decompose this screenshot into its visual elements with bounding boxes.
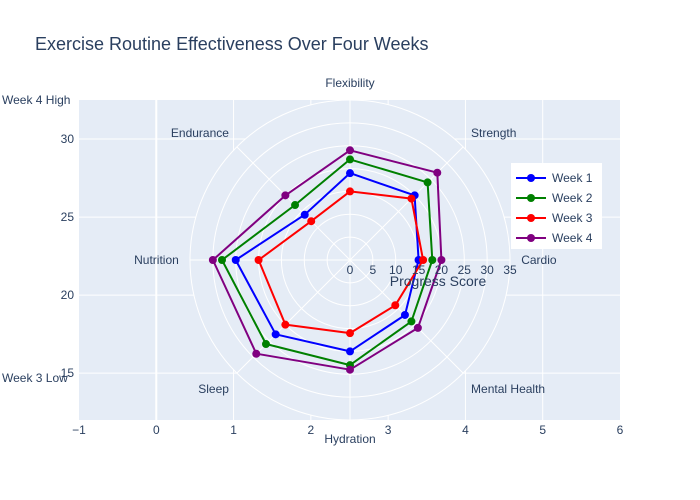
x-tick-label: 4 xyxy=(462,423,469,437)
annotation-label: Week 4 High xyxy=(2,93,70,107)
series-point xyxy=(423,178,432,187)
x-tick-label: 5 xyxy=(539,423,546,437)
legend-label: Week 4 xyxy=(552,231,593,245)
radial-tick-label: 10 xyxy=(389,263,403,277)
series-point xyxy=(300,210,309,219)
legend: Week 1 Week 2 Week 3 Week 4 xyxy=(511,163,602,249)
series-point xyxy=(252,349,261,358)
radial-tick-label: 20 xyxy=(435,263,449,277)
category-label: Flexibility xyxy=(325,76,374,90)
series-point xyxy=(346,146,354,155)
series-point xyxy=(400,310,409,319)
radial-tick-label: 15 xyxy=(412,263,426,277)
legend-label: Week 2 xyxy=(552,191,593,205)
series-layer xyxy=(208,146,446,374)
radial-tick-label: 30 xyxy=(480,263,494,277)
category-label: Sleep xyxy=(198,382,229,396)
series-point xyxy=(254,256,263,264)
annotation-label: Week 3 Low xyxy=(2,371,68,385)
series-point xyxy=(428,256,437,264)
radial-tick-label: 5 xyxy=(370,263,377,277)
series-point xyxy=(261,340,270,349)
series-point xyxy=(208,256,217,264)
radial-axis-title: Progress Score xyxy=(390,273,487,289)
series-point xyxy=(346,155,354,164)
legend-label: Week 3 xyxy=(552,211,593,225)
chart-title: Exercise Routine Effectiveness Over Four… xyxy=(35,34,429,54)
series-point xyxy=(291,201,300,210)
category-label: Hydration xyxy=(324,432,375,446)
series-point xyxy=(346,347,354,356)
x-tick-label: 1 xyxy=(230,423,237,437)
y-tick-label: 15 xyxy=(61,366,75,380)
series-point xyxy=(271,330,280,339)
series-point xyxy=(433,168,442,177)
y-tick-label: 30 xyxy=(61,132,75,146)
category-label: Strength xyxy=(471,126,516,140)
series-point xyxy=(407,317,416,326)
angular-gridline xyxy=(349,146,464,261)
y-tick-label: 20 xyxy=(61,288,75,302)
series-point xyxy=(281,191,290,200)
series-point xyxy=(231,256,240,264)
x-tick-label: 3 xyxy=(385,423,392,437)
x-tick-label: 6 xyxy=(617,423,624,437)
series-point xyxy=(437,256,446,264)
legend-label: Week 1 xyxy=(552,171,593,185)
x-tick-label: −1 xyxy=(72,423,86,437)
radial-tick-label: 35 xyxy=(503,263,517,277)
category-label: Nutrition xyxy=(134,253,179,267)
x-tick-label: 0 xyxy=(153,423,160,437)
category-label: Mental Health xyxy=(471,382,545,396)
legend-swatch-marker xyxy=(527,194,535,202)
legend-swatch-marker xyxy=(527,174,535,182)
series-point xyxy=(419,256,428,264)
series-point xyxy=(346,329,354,338)
legend-swatch-marker xyxy=(527,214,535,222)
legend-swatch-marker xyxy=(527,234,535,242)
series-point xyxy=(307,217,316,226)
series-point xyxy=(413,323,422,332)
series-point xyxy=(218,256,226,264)
x-tick-label: 2 xyxy=(308,423,315,437)
series-point xyxy=(281,320,290,329)
category-label: Cardio xyxy=(521,253,557,267)
series-point xyxy=(407,194,416,203)
series-point xyxy=(346,169,354,178)
radial-tick-label: 25 xyxy=(458,263,472,277)
series-point xyxy=(346,365,354,374)
series-point xyxy=(391,301,400,310)
series-point xyxy=(346,187,354,196)
radial-tick-label: 0 xyxy=(347,263,354,277)
category-label: Endurance xyxy=(171,126,229,140)
y-tick-label: 25 xyxy=(61,210,75,224)
